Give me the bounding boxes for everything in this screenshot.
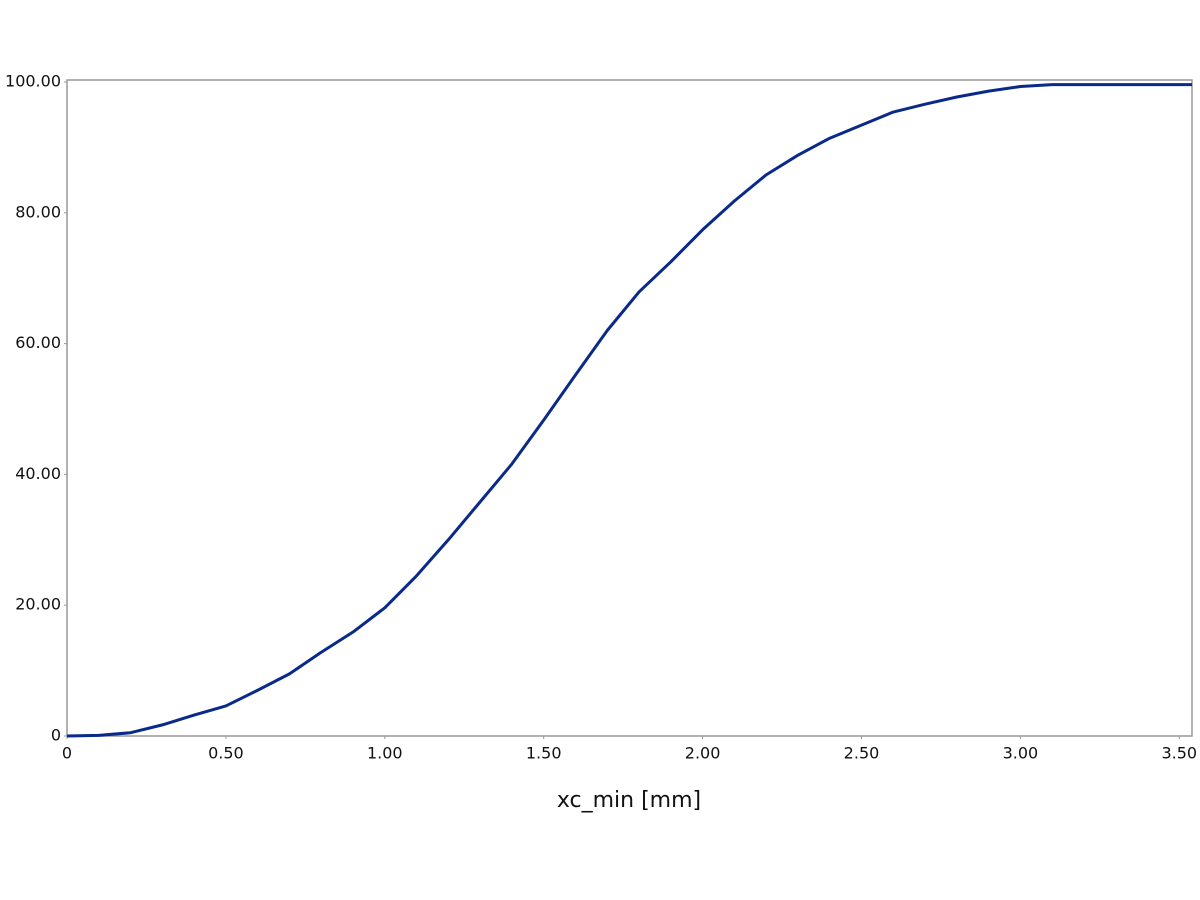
x-tick-label: 3.00 — [1003, 744, 1039, 763]
x-tick-label: 1.50 — [526, 744, 562, 763]
y-tick-label: 100.00 — [5, 71, 61, 90]
y-tick-label: 60.00 — [15, 333, 61, 352]
y-tick-label: 80.00 — [15, 202, 61, 221]
x-tick-label: 2.50 — [844, 744, 880, 763]
x-tick-label: 0 — [62, 744, 72, 763]
y-tick-label: 20.00 — [15, 595, 61, 614]
data-line — [66, 83, 1192, 738]
x-tick-label: 0.50 — [208, 744, 244, 763]
x-tick-label: 1.00 — [367, 744, 403, 763]
x-tick-label: 2.00 — [685, 744, 721, 763]
plot-frame — [66, 79, 1193, 737]
y-tick-label: 40.00 — [15, 464, 61, 483]
x-tick-label: 3.50 — [1161, 744, 1197, 763]
x-axis-label: xc_min [mm] — [557, 788, 701, 813]
y-tick-label: 0 — [51, 726, 61, 745]
